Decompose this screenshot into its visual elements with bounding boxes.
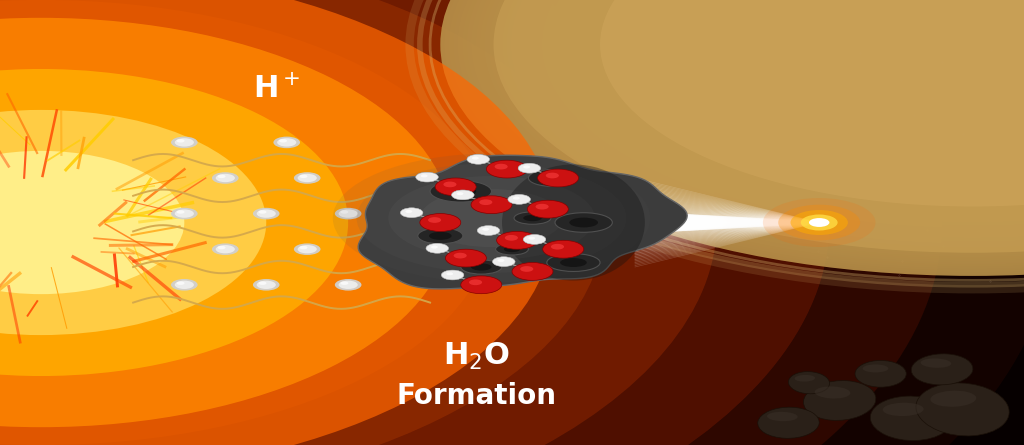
Circle shape bbox=[516, 0, 1024, 243]
Circle shape bbox=[774, 219, 790, 226]
Circle shape bbox=[400, 208, 423, 218]
Circle shape bbox=[294, 243, 321, 255]
Circle shape bbox=[778, 205, 860, 240]
Circle shape bbox=[176, 281, 184, 285]
Circle shape bbox=[279, 139, 287, 142]
Circle shape bbox=[718, 216, 745, 229]
Circle shape bbox=[482, 228, 489, 231]
Circle shape bbox=[538, 169, 579, 187]
Circle shape bbox=[294, 172, 321, 184]
Circle shape bbox=[769, 0, 1024, 133]
Circle shape bbox=[666, 214, 705, 231]
Circle shape bbox=[583, 0, 1024, 214]
Circle shape bbox=[524, 0, 1024, 239]
Circle shape bbox=[494, 0, 1024, 253]
Circle shape bbox=[435, 178, 476, 196]
Circle shape bbox=[278, 138, 296, 146]
Circle shape bbox=[702, 0, 1024, 162]
Circle shape bbox=[663, 0, 1024, 179]
Circle shape bbox=[763, 198, 876, 247]
Circle shape bbox=[420, 214, 461, 231]
Circle shape bbox=[950, 35, 995, 54]
Circle shape bbox=[920, 21, 1024, 68]
Circle shape bbox=[788, 220, 801, 225]
Circle shape bbox=[479, 199, 493, 205]
Circle shape bbox=[727, 217, 753, 228]
Circle shape bbox=[924, 23, 1022, 66]
Ellipse shape bbox=[767, 412, 798, 421]
Ellipse shape bbox=[356, 163, 627, 273]
Circle shape bbox=[684, 0, 1024, 170]
Circle shape bbox=[573, 0, 1024, 218]
Circle shape bbox=[335, 279, 361, 291]
Circle shape bbox=[671, 214, 709, 231]
Circle shape bbox=[876, 2, 1024, 87]
Circle shape bbox=[175, 138, 194, 146]
Circle shape bbox=[299, 174, 307, 178]
Circle shape bbox=[463, 0, 1024, 266]
Circle shape bbox=[889, 8, 1024, 81]
Text: Formation: Formation bbox=[396, 382, 556, 410]
Circle shape bbox=[512, 263, 553, 280]
Circle shape bbox=[946, 33, 999, 56]
Circle shape bbox=[902, 14, 1024, 75]
Ellipse shape bbox=[0, 0, 492, 445]
Circle shape bbox=[746, 0, 1024, 143]
Ellipse shape bbox=[496, 243, 528, 255]
Circle shape bbox=[493, 257, 515, 267]
Circle shape bbox=[253, 208, 280, 219]
Ellipse shape bbox=[911, 354, 973, 385]
Circle shape bbox=[756, 0, 1024, 139]
Circle shape bbox=[915, 20, 1024, 69]
Circle shape bbox=[452, 190, 474, 200]
Circle shape bbox=[631, 0, 1024, 193]
Circle shape bbox=[253, 279, 280, 291]
Circle shape bbox=[335, 208, 361, 219]
Circle shape bbox=[538, 0, 1024, 234]
Circle shape bbox=[633, 212, 679, 232]
Circle shape bbox=[484, 0, 1024, 257]
Circle shape bbox=[457, 192, 464, 195]
Circle shape bbox=[546, 173, 559, 178]
Circle shape bbox=[642, 213, 686, 232]
Ellipse shape bbox=[547, 254, 600, 271]
Circle shape bbox=[523, 166, 530, 169]
Circle shape bbox=[273, 137, 300, 148]
Circle shape bbox=[508, 194, 530, 204]
Circle shape bbox=[534, 0, 1024, 235]
Circle shape bbox=[804, 0, 1024, 118]
Circle shape bbox=[467, 0, 1024, 264]
Circle shape bbox=[732, 217, 757, 228]
Circle shape bbox=[623, 0, 1024, 197]
Circle shape bbox=[505, 235, 518, 241]
Circle shape bbox=[760, 218, 778, 227]
Circle shape bbox=[489, 0, 1024, 255]
Circle shape bbox=[298, 174, 316, 182]
Circle shape bbox=[454, 0, 1024, 270]
Circle shape bbox=[216, 174, 234, 182]
Circle shape bbox=[640, 0, 1024, 189]
Circle shape bbox=[880, 4, 1024, 85]
Circle shape bbox=[741, 218, 764, 227]
Circle shape bbox=[450, 0, 1024, 272]
Circle shape bbox=[426, 243, 449, 253]
Circle shape bbox=[441, 270, 464, 280]
Circle shape bbox=[467, 154, 489, 164]
Ellipse shape bbox=[0, 0, 942, 445]
Circle shape bbox=[794, 220, 805, 225]
Circle shape bbox=[452, 190, 474, 200]
Circle shape bbox=[444, 0, 1024, 274]
Circle shape bbox=[713, 216, 741, 229]
Circle shape bbox=[773, 0, 1024, 131]
Text: H$_2$O: H$_2$O bbox=[442, 340, 510, 372]
Circle shape bbox=[826, 0, 1024, 108]
Circle shape bbox=[791, 210, 848, 235]
Circle shape bbox=[498, 259, 505, 262]
Circle shape bbox=[777, 0, 1024, 129]
Circle shape bbox=[476, 0, 1024, 260]
Circle shape bbox=[680, 214, 716, 231]
Circle shape bbox=[624, 212, 672, 233]
Circle shape bbox=[647, 213, 690, 232]
Circle shape bbox=[822, 0, 1024, 110]
